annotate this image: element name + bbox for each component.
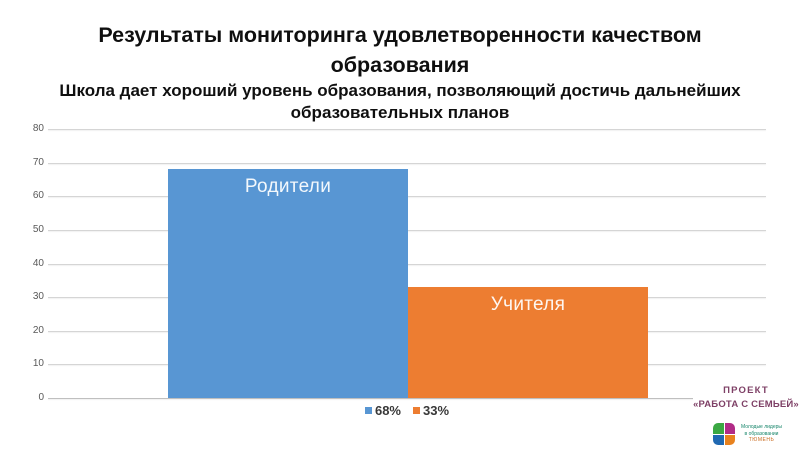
logo-caption-line3: ТЮМЕНЬ — [748, 437, 775, 444]
y-axis-tick-label: 50 — [32, 223, 44, 235]
logo-caption: Молодые лидеры в образовании ТЮМЕНЬ — [741, 424, 782, 444]
y-axis-tick-label: 30 — [32, 291, 44, 303]
bar-parents: Родители — [168, 169, 408, 398]
bar-category-label: Родители — [244, 176, 332, 198]
logo-quadrant-magenta — [724, 423, 735, 434]
legend-item: 68% — [364, 403, 401, 418]
logo-quadrant-green — [713, 423, 724, 434]
project-label: ПРОЕКТ «РАБОТА С СЕМЬЕЙ» — [693, 381, 799, 412]
gridline-y-0 — [48, 398, 766, 399]
y-axis-tick-label: 20 — [32, 324, 44, 336]
logo-caption-line1: Молодые лидеры — [741, 424, 783, 431]
y-axis-tick-label: 10 — [32, 358, 44, 370]
project-label-line2: «РАБОТА С СЕМЬЕЙ» — [693, 399, 799, 410]
project-label-line1: ПРОЕКТ — [723, 385, 769, 396]
y-axis-tick-label: 40 — [32, 257, 44, 269]
bar-category-label: Учителя — [490, 294, 566, 316]
y-axis-tick-label: 60 — [32, 190, 44, 202]
four-color-logo-icon — [713, 423, 735, 445]
legend-swatch-icon — [413, 407, 420, 414]
gridline-y-80 — [48, 129, 766, 130]
logo-caption-line2: в образовании — [744, 430, 779, 437]
y-axis-tick-label: 0 — [38, 392, 44, 403]
page-title: Результаты мониторинга удовлетворенности… — [98, 23, 702, 77]
legend-swatch-icon — [364, 407, 372, 414]
legend-label: 33% — [423, 403, 450, 418]
chart-legend: 68% 33% — [48, 403, 766, 418]
page-subtitle: Школа дает хороший уровень образования, … — [59, 81, 741, 122]
gridline-y-70 — [48, 162, 766, 164]
y-axis-tick-label: 70 — [32, 156, 44, 168]
legend-item: 33% — [413, 403, 449, 418]
y-axis-tick-label: 80 — [32, 123, 44, 134]
bar-teachers: Учителя — [408, 287, 648, 398]
legend-label: 68% — [374, 403, 401, 418]
logo-quadrant-orange — [724, 434, 735, 445]
logo-quadrant-blue — [713, 434, 724, 445]
footer-logo-block: Молодые лидеры в образовании ТЮМЕНЬ — [713, 423, 782, 445]
